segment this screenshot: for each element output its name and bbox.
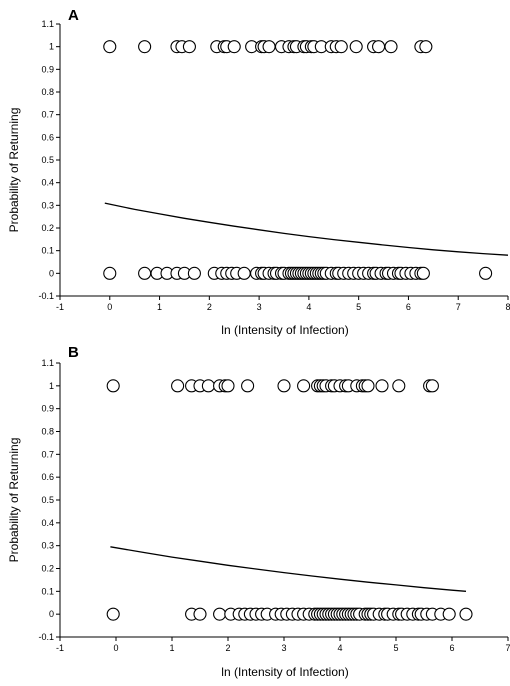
- panel-b-y-tick-label: 0.7: [41, 449, 54, 459]
- panel-a-point-returned: [103, 40, 117, 54]
- panel-a-point-returned: [227, 40, 241, 54]
- panel-b-x-tick-label: 1: [169, 643, 174, 653]
- panel-a-y-tick-label: -0.1: [38, 291, 54, 301]
- panel-a-y-tick-label: 0: [49, 268, 54, 278]
- panel-b-points: [106, 379, 473, 621]
- panel-b-x-tick-label: 0: [113, 643, 118, 653]
- panel-a-y-tick-label: 0.3: [41, 200, 54, 210]
- panel-a-y-tick-label: 0.5: [41, 155, 54, 165]
- panel-b-y-tick-label: 0.3: [41, 541, 54, 551]
- panel-a-point-returned: [384, 40, 398, 54]
- panel-b-y-tick-label: 0.8: [41, 427, 54, 437]
- panel-b-y-tick-label: -0.1: [38, 632, 54, 642]
- panel-a-y-tick-label: 0.8: [41, 87, 54, 97]
- panel-a-logistic-fit-line: [104, 202, 509, 256]
- panel-b: B -0.1 0 0.1 0.2 0.3 0.4 0.5 0.6 0.7 0.8 0.9 1 1.1 -1…: [7, 344, 510, 679]
- panel-a-x-tick-label: 7: [456, 302, 461, 312]
- panel-a-x-tick-label: 6: [406, 302, 411, 312]
- panel-a-fit-curve: [104, 202, 509, 256]
- panel-b-y-tick-label: 0.5: [41, 495, 54, 505]
- panel-b-logistic-fit-line: [110, 546, 467, 592]
- panel-b-point-not-returned: [213, 607, 227, 621]
- panel-a-point-returned: [372, 40, 386, 54]
- panel-a-x-tick-label: 1: [157, 302, 162, 312]
- panel-b-x-tick-label: 6: [449, 643, 454, 653]
- panel-b-x-tick-label: -1: [56, 643, 64, 653]
- panel-b-x-tick-label: 3: [281, 643, 286, 653]
- panel-a-label: A: [68, 7, 79, 24]
- panel-b-point-returned: [221, 379, 235, 393]
- panel-b-y-tick-label: 0.2: [41, 564, 54, 574]
- panel-a-y-tick-label: 0.2: [41, 223, 54, 233]
- panel-a-x-tick-label: -1: [56, 302, 64, 312]
- panel-b-point-returned: [277, 379, 291, 393]
- panel-b-point-returned: [241, 379, 255, 393]
- panel-a-y-tick-label: 0.1: [41, 246, 54, 256]
- panel-b-point-returned: [297, 379, 311, 393]
- panel-a-y-tick-label: 0.7: [41, 110, 54, 120]
- panel-b-fit-curve: [110, 546, 467, 592]
- panel-a: A -0.1 0 0.1 0.2 0.3 0.4 0.5 0.6 0.7 0.8 0.9 1 1.1 -1…: [7, 7, 510, 337]
- panel-b-point-returned: [375, 379, 389, 393]
- panel-a-point-not-returned: [416, 266, 430, 280]
- panel-a-y-tick-label: 1: [49, 42, 54, 52]
- panel-a-point-returned: [138, 40, 152, 54]
- panel-b-point-returned: [425, 379, 439, 393]
- panel-b-y-tick-label: 1.1: [41, 358, 54, 368]
- panel-a-point-returned: [334, 40, 348, 54]
- panel-a-y-tick-label: 0.6: [41, 132, 54, 142]
- panel-b-point-returned: [171, 379, 185, 393]
- panel-b-point-returned: [201, 379, 215, 393]
- panel-a-point-not-returned: [479, 266, 493, 280]
- panel-b-x-tick-label: 2: [225, 643, 230, 653]
- panel-b-x-tick-label: 7: [505, 643, 510, 653]
- panel-a-point-returned: [262, 40, 276, 54]
- panel-b-y-tick-label: 1: [49, 381, 54, 391]
- panel-b-point-not-returned: [459, 607, 473, 621]
- panel-a-x-tick-label: 0: [107, 302, 112, 312]
- panel-a-y-tick-label: 1.1: [41, 19, 54, 29]
- panel-b-x-tick-label: 4: [337, 643, 342, 653]
- panel-a-point-not-returned: [237, 266, 251, 280]
- panel-a-x-tick-label: 4: [306, 302, 311, 312]
- panel-b-y-tick-label: 0.4: [41, 518, 54, 528]
- panel-b-y-tick-label: 0.9: [41, 404, 54, 414]
- panel-a-point-returned: [419, 40, 433, 54]
- panel-a-axes: -0.1 0 0.1 0.2 0.3 0.4 0.5 0.6 0.7 0.8 0.9 1 1.1 -1 0 1…: [38, 19, 510, 312]
- panel-a-x-tick-label: 3: [257, 302, 262, 312]
- panel-b-x-axis-label: ln (Intensity of Infection): [221, 665, 348, 679]
- panel-b-x-tick-label: 5: [393, 643, 398, 653]
- panel-a-point-not-returned: [187, 266, 201, 280]
- panel-b-point-returned: [106, 379, 120, 393]
- panel-a-points: [103, 40, 493, 280]
- panel-b-point-returned: [392, 379, 406, 393]
- panel-b-axes: -0.1 0 0.1 0.2 0.3 0.4 0.5 0.6 0.7 0.8 0.9 1 1.1 -1 0 1…: [38, 358, 510, 653]
- panel-a-y-tick-label: 0.9: [41, 64, 54, 74]
- panel-b-point-returned: [361, 379, 375, 393]
- panel-a-x-tick-label: 5: [356, 302, 361, 312]
- panel-a-y-tick-label: 0.4: [41, 178, 54, 188]
- panel-a-point-returned: [349, 40, 363, 54]
- panel-a-y-axis-label: Probability of Returning: [7, 108, 21, 233]
- panel-b-point-not-returned: [193, 607, 207, 621]
- panel-b-y-tick-label: 0: [49, 609, 54, 619]
- panel-a-x-tick-label: 8: [505, 302, 510, 312]
- panel-b-y-axis-label: Probability of Returning: [7, 438, 21, 563]
- panel-a-point-returned: [182, 40, 196, 54]
- panel-a-x-tick-label: 2: [207, 302, 212, 312]
- panel-b-y-tick-label: 0.1: [41, 586, 54, 596]
- panel-b-label: B: [68, 344, 79, 361]
- panel-a-point-not-returned: [138, 266, 152, 280]
- panel-b-point-not-returned: [442, 607, 456, 621]
- panel-b-y-tick-label: 0.6: [41, 472, 54, 482]
- panel-a-x-axis-label: ln (Intensity of Infection): [221, 323, 348, 337]
- panel-a-point-not-returned: [103, 266, 117, 280]
- panel-b-point-not-returned: [106, 607, 120, 621]
